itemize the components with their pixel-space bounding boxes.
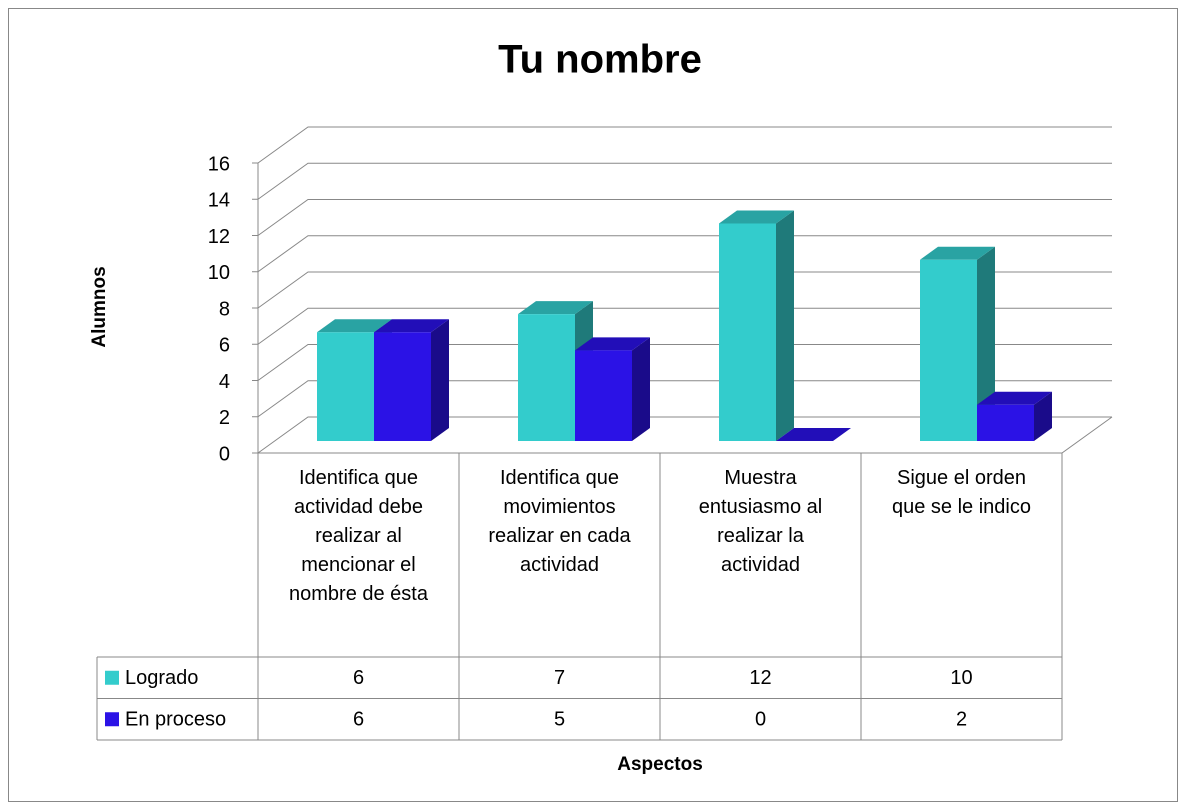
bar-top	[719, 210, 794, 224]
bar-front	[518, 314, 575, 441]
table-value: 5	[554, 709, 565, 731]
legend-swatch	[105, 670, 119, 685]
y-axis-label: Alumnos	[89, 266, 110, 347]
bar	[374, 319, 449, 441]
y-tick-label: 0	[219, 443, 230, 465]
bar-top	[920, 246, 995, 260]
bar-front	[575, 350, 632, 441]
y-tick-label: 4	[219, 371, 230, 393]
y-tick-label: 14	[208, 190, 230, 212]
bar-top	[977, 391, 1052, 405]
category-label: Identifica que movimientos realizar en c…	[488, 467, 631, 576]
bar	[920, 246, 995, 441]
bar	[776, 428, 851, 441]
bar-front	[719, 223, 776, 441]
bar-side	[632, 337, 650, 441]
grid-line	[257, 199, 1112, 236]
grid-line	[257, 307, 1112, 345]
grid-line	[257, 126, 1112, 164]
y-tick-label: 16	[208, 153, 230, 175]
grid-line	[257, 344, 1112, 381]
y-tick-label: 2	[219, 407, 230, 429]
table-value: 2	[956, 709, 967, 731]
bar-front	[920, 259, 977, 441]
bar	[977, 391, 1052, 441]
table-value: 7	[554, 667, 565, 689]
y-tick-label: 6	[219, 335, 230, 357]
table-value: 10	[950, 667, 972, 689]
table-value: 6	[353, 667, 364, 689]
bar-front	[977, 404, 1034, 441]
y-tick-label: 12	[208, 226, 230, 248]
grid-line	[257, 271, 1112, 309]
legend-label: En proceso	[125, 709, 226, 731]
chart-title: Tu nombre	[498, 38, 702, 82]
table-value: 6	[353, 709, 364, 731]
y-tick-label: 8	[219, 298, 230, 320]
y-tick-label: 10	[208, 262, 230, 284]
table-value: 0	[755, 709, 766, 731]
bar-top	[575, 337, 650, 351]
bar	[575, 337, 650, 441]
bar-side	[431, 319, 449, 441]
grid-line	[257, 162, 1112, 200]
category-label: Sigue el orden que se le indico	[892, 467, 1031, 518]
legend-label: Logrado	[125, 667, 198, 689]
bar-front	[317, 332, 374, 441]
bar-top	[776, 428, 851, 441]
bar-top	[518, 301, 593, 315]
table-value: 12	[749, 667, 771, 689]
category-label: Identifica que actividad debe realizar a…	[289, 467, 428, 605]
bar-top	[374, 319, 449, 333]
grid-line	[257, 235, 1112, 273]
category-label: Muestra entusiasmo al realizar la activi…	[698, 467, 823, 576]
bar-side	[1034, 391, 1052, 441]
bar-side	[776, 210, 794, 441]
bar-front	[374, 332, 431, 441]
grid-line	[257, 380, 1112, 418]
grid-line	[257, 416, 1112, 454]
bar	[719, 210, 794, 441]
bar-side	[977, 246, 995, 441]
legend-swatch	[105, 712, 119, 727]
bar-top	[317, 319, 392, 333]
x-axis-label: Aspectos	[617, 754, 703, 775]
